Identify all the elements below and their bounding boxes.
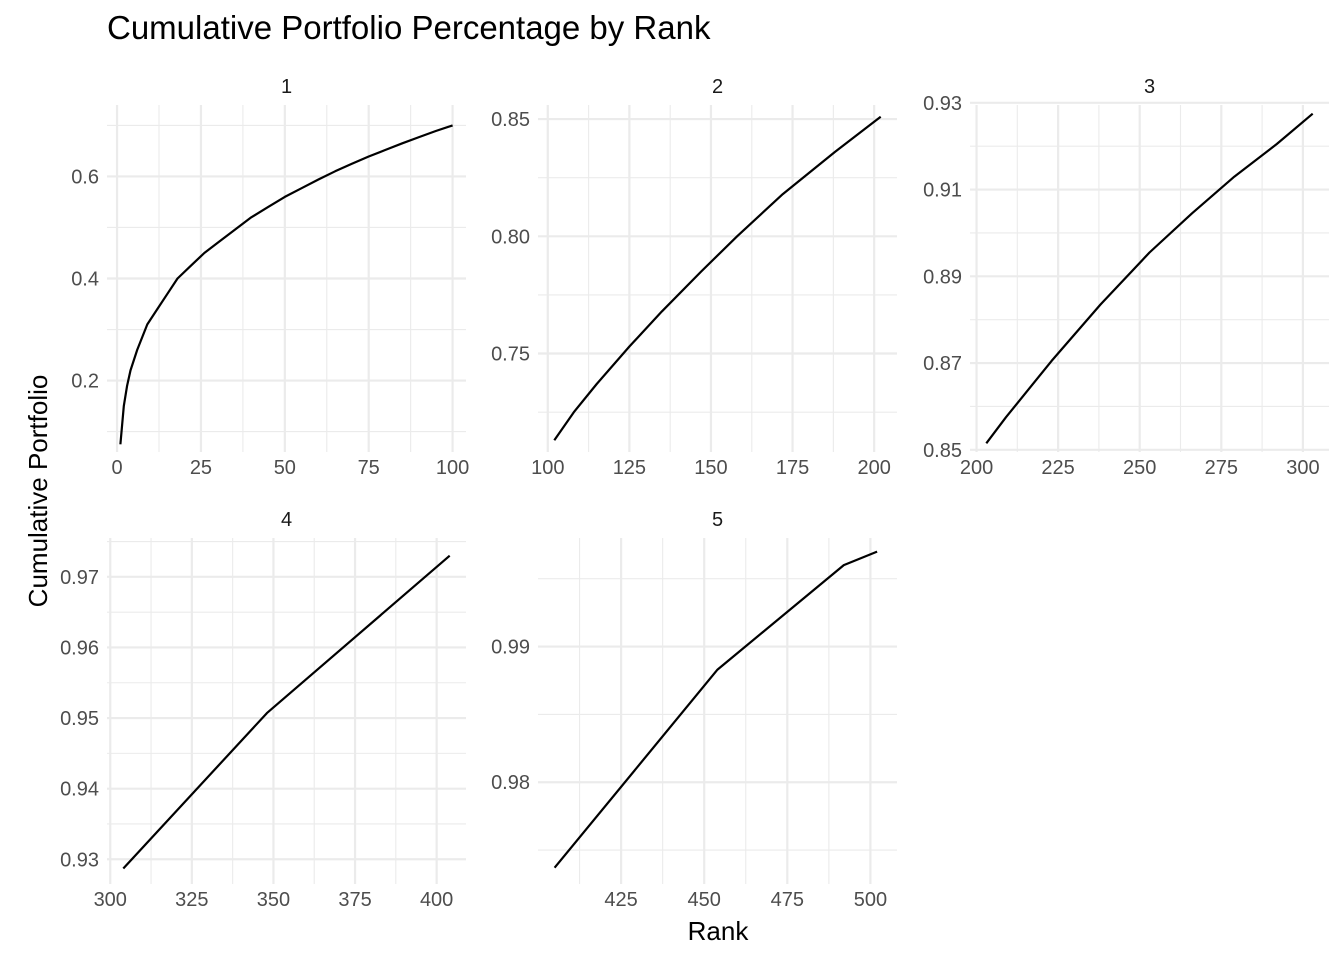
x-tick-label: 500 xyxy=(854,889,887,911)
x-tick-label: 100 xyxy=(436,457,469,479)
x-tick-label: 0 xyxy=(112,457,123,479)
x-tick-label: 475 xyxy=(771,889,804,911)
x-tick-label: 350 xyxy=(257,889,290,911)
x-tick-label: 400 xyxy=(420,889,453,911)
x-tick-label: 300 xyxy=(1286,457,1319,479)
y-axis-title: Cumulative Portfolio xyxy=(23,375,53,608)
y-tick-label: 0.99 xyxy=(491,637,530,659)
y-tick-label: 0.80 xyxy=(491,226,530,248)
facet-strip-label: 2 xyxy=(712,76,723,98)
x-tick-label: 100 xyxy=(531,457,564,479)
y-tick-label: 0.93 xyxy=(923,93,962,115)
series-line-facet-5 xyxy=(553,550,878,869)
x-tick-label: 50 xyxy=(274,457,296,479)
x-tick-label: 275 xyxy=(1205,457,1238,479)
series-line-facet-2 xyxy=(553,115,882,441)
x-tick-label: 125 xyxy=(613,457,646,479)
facet-panel-1: 0 25 50 75 100 0.2 0.4 0.6 1 xyxy=(71,76,469,479)
facet-panel-5: 425 450 475 500 0.98 0.99 5 xyxy=(491,509,897,911)
chart-title: Cumulative Portfolio Percentage by Rank xyxy=(107,9,711,46)
x-tick-label: 300 xyxy=(94,889,127,911)
facet-panel-2: 100 125 150 175 200 0.75 0.80 0.85 2 xyxy=(491,76,897,479)
y-tick-label: 0.85 xyxy=(923,440,962,462)
facet-strip-label: 3 xyxy=(1144,76,1155,98)
x-tick-label: 250 xyxy=(1123,457,1156,479)
y-tick-label: 0.95 xyxy=(60,708,99,730)
x-tick-label: 25 xyxy=(190,457,212,479)
series-line-facet-4 xyxy=(122,554,451,870)
facet-panel-3: 200 225 250 275 300 0.85 0.87 0.89 0.91 0.93 3 xyxy=(923,76,1329,479)
x-tick-label: 200 xyxy=(857,457,890,479)
x-axis-title: Rank xyxy=(688,916,750,946)
x-tick-label: 375 xyxy=(338,889,371,911)
x-tick-label: 175 xyxy=(776,457,809,479)
y-tick-label: 0.75 xyxy=(491,344,530,366)
y-tick-label: 0.98 xyxy=(491,772,530,794)
y-tick-label: 0.89 xyxy=(923,266,962,288)
facet-panel-4: 300 325 350 375 400 0.93 0.94 0.95 0.96 0.97 4 xyxy=(60,509,466,911)
y-tick-label: 0.97 xyxy=(60,567,99,589)
y-tick-label: 0.96 xyxy=(60,637,99,659)
y-tick-label: 0.93 xyxy=(60,849,99,871)
x-tick-label: 150 xyxy=(694,457,727,479)
series-line-facet-3 xyxy=(985,112,1314,444)
y-tick-label: 0.4 xyxy=(71,269,99,291)
facet-strip-label: 5 xyxy=(712,509,723,531)
y-tick-label: 0.6 xyxy=(71,166,99,188)
x-tick-label: 225 xyxy=(1041,457,1074,479)
x-tick-label: 200 xyxy=(960,457,993,479)
y-tick-label: 0.85 xyxy=(491,109,530,131)
x-tick-label: 425 xyxy=(604,889,637,911)
y-tick-label: 0.94 xyxy=(60,779,99,801)
y-tick-label: 0.87 xyxy=(923,353,962,375)
x-tick-label: 450 xyxy=(688,889,721,911)
facet-strip-label: 1 xyxy=(281,76,292,98)
series-line-facet-1 xyxy=(119,124,453,445)
x-tick-label: 325 xyxy=(175,889,208,911)
y-tick-label: 0.2 xyxy=(71,371,99,393)
x-tick-label: 75 xyxy=(358,457,380,479)
facet-strip-label: 4 xyxy=(281,509,292,531)
y-tick-label: 0.91 xyxy=(923,180,962,202)
